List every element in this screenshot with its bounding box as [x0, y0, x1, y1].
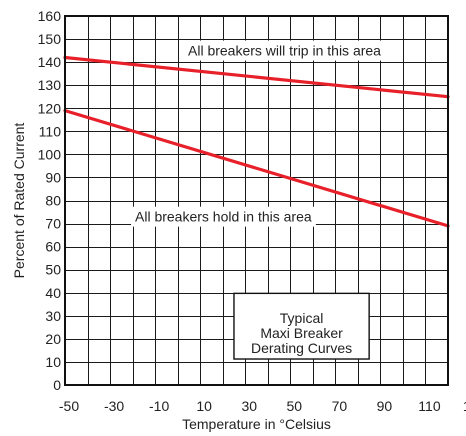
box-line-typical: Typical	[280, 310, 324, 326]
y-tick-label: 100	[38, 146, 62, 162]
y-tick-label: 150	[38, 31, 62, 47]
hold-area-label-bg	[131, 206, 316, 227]
trip-area-label-bg	[184, 40, 386, 61]
x-tick-label: 90	[377, 398, 393, 414]
hold-area-label: All breakers hold in this area	[135, 209, 312, 225]
x-axis-title: Temperature in °Celsius	[182, 416, 331, 432]
x-tick-label: -30	[104, 398, 124, 414]
y-tick-label: 20	[45, 331, 61, 347]
y-tick-label: 90	[45, 169, 61, 185]
y-tick-label: 70	[45, 216, 61, 232]
y-tick-label: 120	[38, 100, 62, 116]
y-tick-label: 10	[45, 354, 61, 370]
y-tick-label: 80	[45, 193, 61, 209]
y-tick-label: 50	[45, 262, 61, 278]
hold-curve-line	[63, 108, 450, 228]
trip-area-label: All breakers will trip in this area	[188, 43, 381, 59]
x-tick-label: -10	[149, 398, 169, 414]
box-line-maxi-breaker: Maxi Breaker	[260, 325, 343, 341]
x-tick-label: 70	[332, 398, 348, 414]
x-tick-label: -50	[59, 398, 79, 414]
series-lines	[63, 55, 450, 228]
trip-curve-line	[63, 55, 450, 99]
x-tick-label: 30	[241, 398, 257, 414]
typical-curves-box	[233, 292, 370, 360]
y-tick-label: 140	[38, 54, 62, 70]
plot-frame	[64, 15, 449, 386]
y-tick-label: 130	[38, 77, 62, 93]
y-tick-labels: 0 10 20 30 40 50 60 70 80 90 100 110 120 130 140 150 160	[38, 8, 62, 393]
y-tick-label: 40	[45, 285, 61, 301]
x-tick-label: 130	[463, 398, 466, 414]
x-tick-label: 110	[418, 398, 441, 414]
y-tick-label: 110	[39, 123, 62, 139]
y-axis-title: Percent of Rated Current	[11, 123, 27, 279]
box-line-derating-curves: Derating Curves	[251, 340, 352, 356]
y-tick-label: 60	[45, 239, 61, 255]
x-tick-label: 10	[196, 398, 212, 414]
x-tick-label: 50	[287, 398, 303, 414]
y-tick-label: 30	[45, 308, 61, 324]
y-tick-label: 160	[38, 8, 62, 24]
y-tick-label: 0	[53, 377, 61, 393]
x-tick-labels: -50 -30 -10 10 30 50 70 90 110 130	[59, 398, 466, 414]
